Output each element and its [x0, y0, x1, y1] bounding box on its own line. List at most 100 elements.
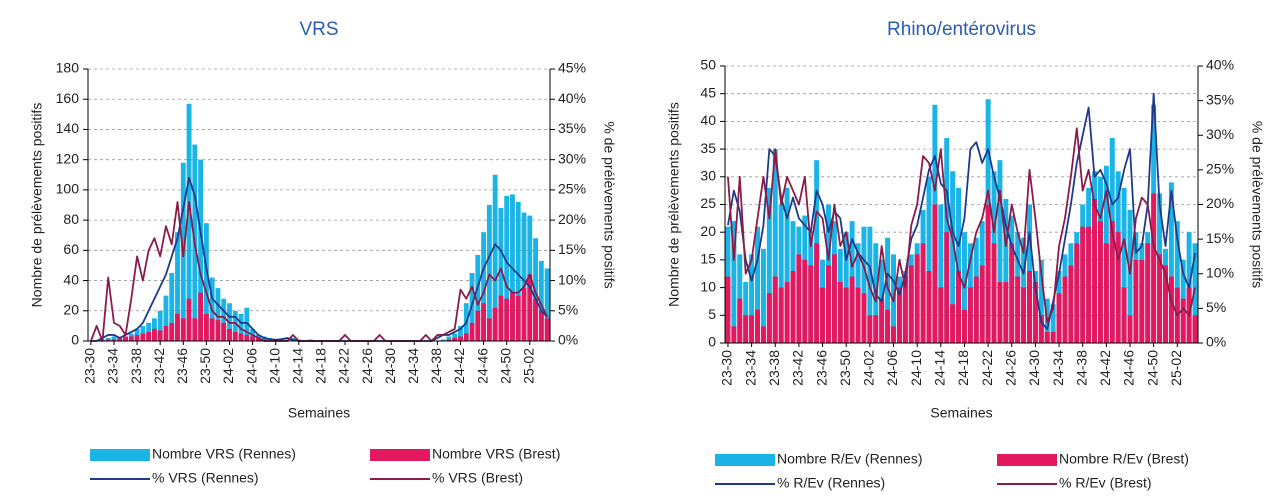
bar: [944, 232, 950, 343]
y-tick-label: 35: [700, 140, 716, 156]
bar: [244, 334, 250, 341]
x-tick-label: 24-10: [266, 348, 282, 384]
bar: [749, 254, 755, 343]
y-tick-label: 15: [700, 251, 716, 267]
x-tick-label: 24-30: [1026, 350, 1042, 386]
bar: [157, 310, 163, 341]
bar: [515, 201, 521, 341]
bar: [849, 276, 855, 343]
y-tick-label: 180: [56, 60, 80, 76]
bar: [766, 187, 772, 343]
bar: [544, 318, 550, 341]
x-tick-label: 24-42: [1097, 350, 1113, 386]
bar: [446, 339, 452, 341]
bar: [755, 309, 761, 343]
x-tick-label: 24-10: [908, 350, 924, 386]
bar: [784, 187, 790, 343]
x-axis-title: Semaines: [288, 405, 350, 421]
bar: [938, 204, 944, 343]
bar: [227, 328, 232, 341]
bar: [1097, 221, 1103, 343]
bar: [778, 204, 784, 343]
bar: [128, 336, 134, 341]
bar: [198, 292, 204, 341]
bar: [1050, 331, 1056, 343]
bar: [486, 318, 492, 341]
bar: [1080, 226, 1086, 343]
bar: [1109, 221, 1115, 343]
bar: [1038, 315, 1044, 343]
y-tick-label: 80: [63, 211, 79, 227]
y2-tick-label: 25%: [558, 181, 586, 197]
bar: [926, 176, 932, 343]
x-tick-label: 23-50: [837, 350, 853, 386]
x-tick-label: 24-18: [955, 350, 971, 386]
bar: [861, 293, 867, 343]
bar: [151, 328, 157, 341]
y2-tick-label: 45%: [558, 60, 586, 76]
bar: [169, 273, 175, 341]
bar: [1121, 287, 1127, 343]
bar: [492, 307, 498, 341]
y-tick-label: 20: [63, 301, 79, 317]
x-tick-label: 24-02: [220, 348, 236, 384]
bar: [891, 326, 896, 343]
y2-tick-label: 10%: [558, 271, 586, 287]
x-tick-label: 25-02: [1168, 350, 1184, 386]
bar: [837, 282, 843, 343]
bar: [1050, 304, 1056, 343]
legend-swatch: [370, 449, 430, 461]
y-tick-label: 50: [700, 57, 716, 73]
bar: [760, 248, 766, 343]
bar: [192, 318, 198, 341]
bar: [926, 270, 932, 343]
y2-axis-title: % de prélèvements positifs: [1249, 121, 1265, 288]
line-series: [727, 92, 1196, 331]
bar: [232, 310, 238, 341]
y-tick-label: 120: [56, 150, 80, 166]
bar: [481, 232, 487, 341]
y-tick-label: 140: [56, 120, 80, 136]
bar: [1151, 193, 1157, 343]
bar: [157, 330, 163, 341]
bar: [1115, 232, 1121, 343]
bar: [238, 333, 244, 341]
bar: [198, 159, 204, 341]
x-tick-label: 23-50: [197, 348, 213, 384]
x-tick-label: 24-26: [1002, 350, 1018, 386]
bar: [510, 292, 515, 341]
bar: [463, 333, 469, 341]
bar: [749, 315, 755, 343]
bar: [1168, 276, 1174, 343]
legend-label: % VRS (Rennes): [152, 470, 259, 486]
x-tick-label: 24-38: [428, 348, 444, 384]
bar: [498, 295, 504, 341]
x-tick-label: 24-34: [1050, 350, 1066, 386]
x-tick-label: 24-46: [474, 348, 490, 384]
bar: [1168, 182, 1174, 343]
bar: [932, 204, 938, 343]
bar: [1180, 298, 1186, 343]
bar: [244, 307, 250, 341]
y2-tick-label: 30%: [1206, 126, 1234, 142]
y-axis-title: Nombre de prélèvements positifs: [666, 102, 682, 307]
bar: [1127, 315, 1133, 343]
bar: [885, 237, 891, 343]
y2-tick-label: 10%: [1206, 264, 1234, 280]
bar: [475, 254, 481, 341]
x-tick-label: 24-34: [405, 348, 421, 384]
bar: [498, 208, 504, 341]
x-tick-label: 24-42: [451, 348, 467, 384]
bar: [504, 298, 510, 341]
bar: [938, 287, 944, 343]
bar: [831, 254, 837, 343]
bar: [169, 322, 175, 341]
y2-tick-label: 20%: [1206, 195, 1234, 211]
bar: [221, 298, 227, 341]
bar: [123, 336, 128, 341]
y2-tick-label: 5%: [1206, 299, 1226, 315]
y2-tick-label: 40%: [1206, 57, 1234, 73]
bar: [1092, 198, 1098, 343]
bar: [175, 232, 180, 341]
